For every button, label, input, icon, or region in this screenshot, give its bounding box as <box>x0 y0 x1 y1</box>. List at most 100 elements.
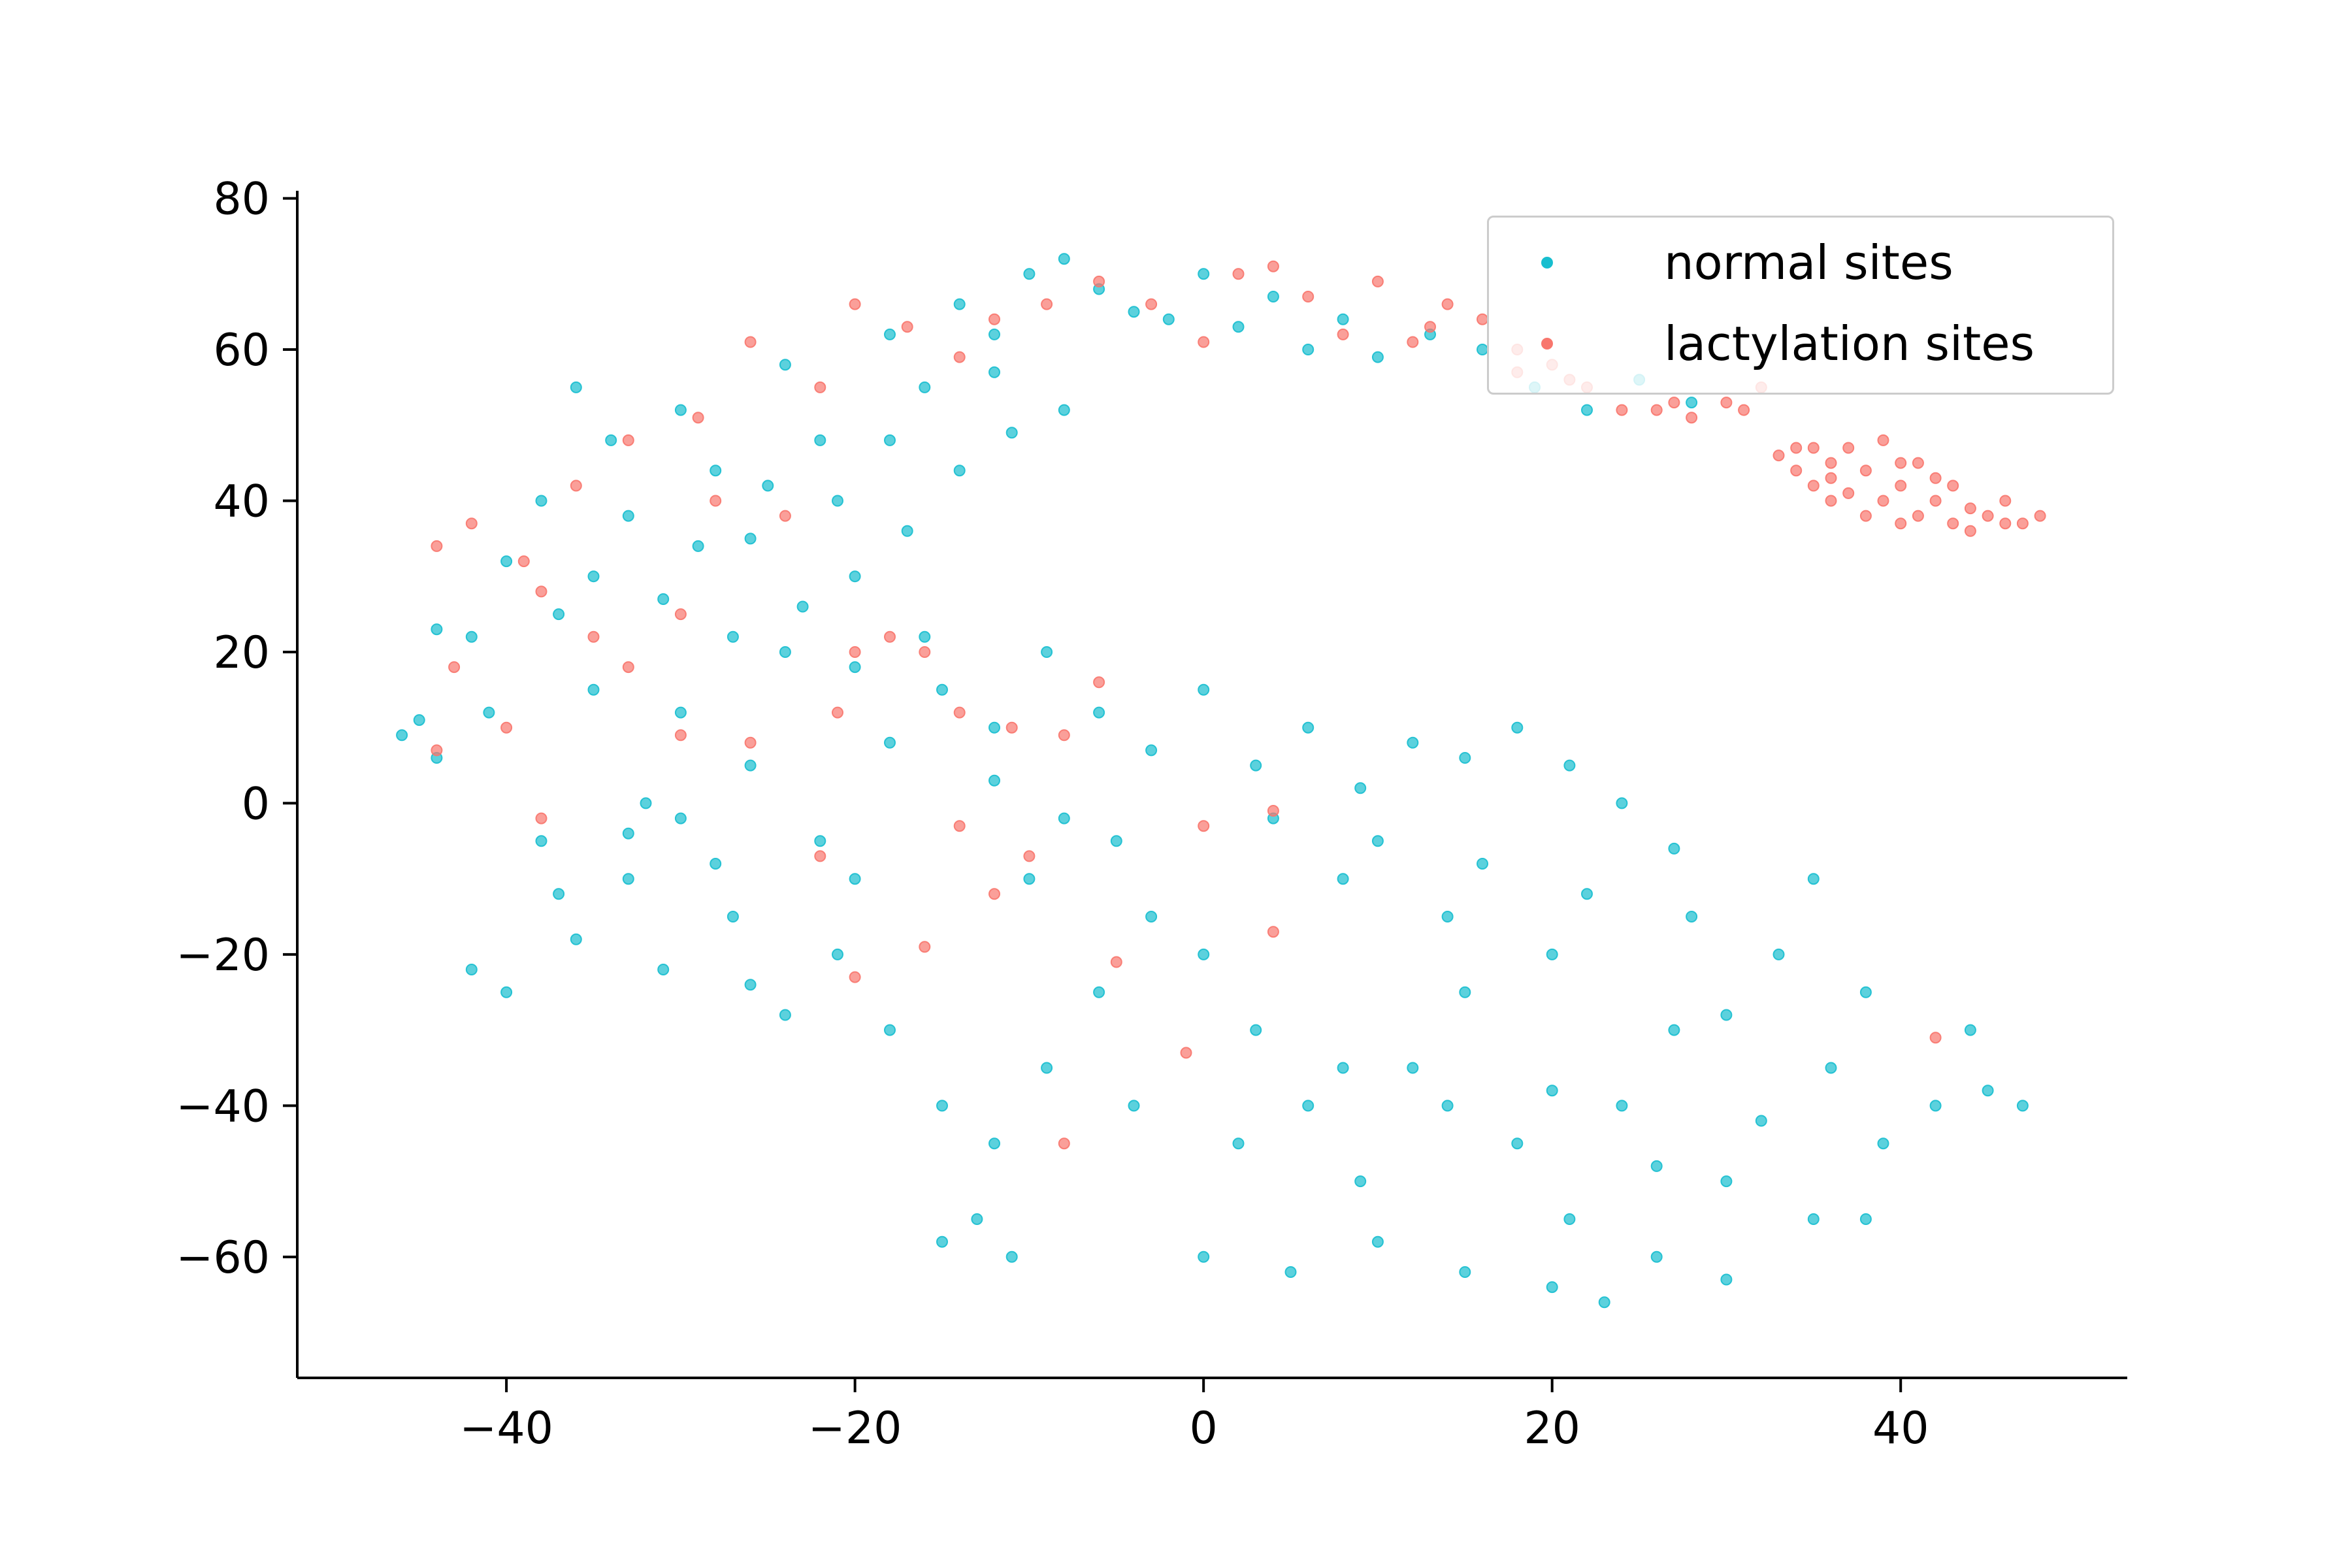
lactylation-site-point <box>1861 511 1871 521</box>
lactylation-site-point <box>1303 291 1313 302</box>
x-tick-label: −20 <box>808 1403 902 1454</box>
normal-site-point <box>937 1237 947 1247</box>
normal-site-point <box>937 685 947 695</box>
lactylation-site-point <box>501 723 512 733</box>
lactylation-site-point <box>815 851 825 861</box>
legend-item-normal: normal sites <box>1489 227 2112 299</box>
normal-site-point <box>1373 836 1383 846</box>
normal-site-point <box>885 738 895 748</box>
normal-site-point <box>832 949 843 960</box>
normal-site-point <box>1931 1100 1941 1111</box>
normal-site-point <box>397 730 407 740</box>
normal-site-point <box>1443 911 1453 922</box>
normal-site-point <box>1198 1252 1209 1262</box>
legend-item-lactylation: lactylation sites <box>1489 308 2112 380</box>
normal-site-point <box>1721 1275 1731 1285</box>
normal-site-point <box>1582 889 1592 899</box>
lactylation-site-point <box>1878 435 1889 446</box>
normal-site-point <box>798 602 808 612</box>
normal-site-point <box>1094 987 1104 998</box>
lactylation-site-point <box>1948 480 1958 491</box>
lactylation-site-point <box>745 738 756 748</box>
normal-site-point <box>1198 949 1209 960</box>
y-tick-label: 40 <box>213 476 270 528</box>
lactylation-site-point <box>1965 503 1976 514</box>
lactylation-site-point <box>780 511 791 521</box>
normal-site-point <box>1198 269 1209 279</box>
lactylation-site-point <box>955 352 965 363</box>
normal-site-point <box>1861 1214 1871 1224</box>
lactylation-site-point <box>571 480 581 491</box>
normal-site-point <box>710 465 721 476</box>
lactylation-site-point <box>1338 329 1348 340</box>
lactylation-site-point <box>1268 926 1279 937</box>
normal-site-point <box>623 828 634 839</box>
normal-site-point <box>501 556 512 566</box>
y-tick-label: 20 <box>213 627 270 679</box>
normal-site-point <box>1477 344 1488 355</box>
normal-site-point <box>1652 1161 1662 1171</box>
lactylation-site-point <box>1913 458 1923 468</box>
y-tick-label: 0 <box>242 778 270 830</box>
legend-marker-normal <box>1541 257 1553 269</box>
lactylation-site-point <box>623 662 634 672</box>
normal-site-point <box>589 685 599 695</box>
normal-site-point <box>1198 685 1209 695</box>
normal-site-point <box>762 480 773 491</box>
normal-site-point <box>1041 1063 1052 1073</box>
normal-site-point <box>466 964 477 975</box>
normal-site-point <box>1024 874 1034 884</box>
normal-site-point <box>745 979 756 990</box>
lactylation-site-point <box>2000 518 2010 529</box>
lactylation-site-point <box>2017 518 2028 529</box>
lactylation-site-point <box>1146 299 1156 310</box>
lactylation-site-point <box>676 730 686 740</box>
normal-site-point <box>1373 1237 1383 1247</box>
lactylation-site-point <box>955 821 965 831</box>
lactylation-site-point <box>850 299 860 310</box>
normal-site-point <box>589 571 599 581</box>
lactylation-site-point <box>1198 821 1209 831</box>
normal-site-point <box>1164 314 1174 325</box>
normal-site-point <box>780 1010 791 1021</box>
normal-site-point <box>1616 1100 1627 1111</box>
normal-site-point <box>1007 427 1017 438</box>
normal-site-point <box>1129 306 1139 317</box>
normal-site-point <box>658 594 668 604</box>
normal-site-point <box>1547 949 1558 960</box>
normal-site-point <box>571 382 581 393</box>
lactylation-site-point <box>902 321 913 332</box>
normal-site-point <box>623 511 634 521</box>
normal-site-point <box>1443 1100 1453 1111</box>
normal-site-point <box>1303 344 1313 355</box>
normal-site-point <box>885 435 895 446</box>
lactylation-site-point <box>1268 806 1279 816</box>
normal-site-point <box>536 836 547 846</box>
series-normal-sites <box>397 253 2028 1307</box>
normal-site-point <box>1024 269 1034 279</box>
normal-site-point <box>902 526 913 536</box>
normal-site-point <box>571 934 581 945</box>
normal-site-point <box>919 632 930 642</box>
normal-site-point <box>832 496 843 506</box>
normal-site-point <box>606 435 616 446</box>
lactylation-site-point <box>1774 450 1784 461</box>
normal-site-point <box>955 465 965 476</box>
lactylation-site-point <box>1373 276 1383 287</box>
lactylation-site-point <box>1931 496 1941 506</box>
lactylation-site-point <box>1198 337 1209 348</box>
normal-site-point <box>728 911 738 922</box>
normal-site-point <box>885 1025 895 1036</box>
normal-site-point <box>989 723 1000 733</box>
y-tick-label: −20 <box>176 930 270 981</box>
normal-site-point <box>989 1138 1000 1149</box>
normal-site-point <box>1303 1100 1313 1111</box>
lactylation-site-point <box>1059 730 1070 740</box>
lactylation-site-point <box>1826 473 1837 483</box>
normal-site-point <box>1268 291 1279 302</box>
normal-site-point <box>676 405 686 416</box>
normal-site-point <box>553 609 564 619</box>
normal-site-point <box>1512 1138 1522 1149</box>
lactylation-site-point <box>1041 299 1052 310</box>
normal-site-point <box>2017 1100 2028 1111</box>
